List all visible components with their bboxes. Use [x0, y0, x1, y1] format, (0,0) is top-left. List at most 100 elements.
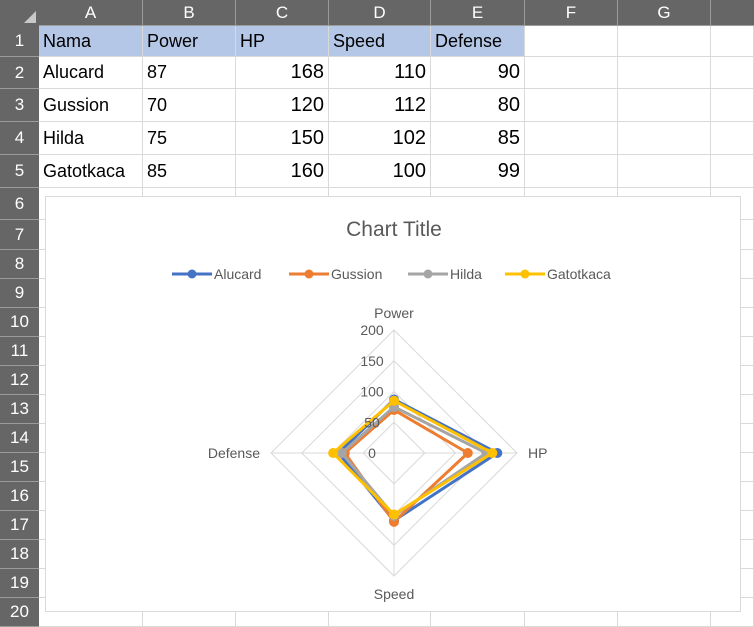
- cell-f1[interactable]: [525, 26, 618, 57]
- cell-d3[interactable]: 112: [329, 89, 431, 122]
- row-header-17[interactable]: 17: [0, 511, 39, 540]
- cell-a1[interactable]: Nama: [39, 26, 143, 57]
- legend-label-gatotkaca[interactable]: Gatotkaca: [547, 266, 611, 282]
- cell-e4[interactable]: 85: [431, 122, 525, 155]
- column-header-a[interactable]: A: [39, 0, 143, 26]
- cell-b1[interactable]: Power: [143, 26, 236, 57]
- column-header-h[interactable]: [711, 0, 754, 26]
- column-header-c[interactable]: C: [236, 0, 329, 26]
- column-header-b[interactable]: B: [143, 0, 236, 26]
- legend-marker-alucard: [187, 269, 197, 279]
- axis-tick-label: 200: [360, 322, 384, 338]
- cell-h2[interactable]: [711, 57, 754, 89]
- axis-tick-label: 100: [360, 384, 384, 400]
- category-label-hp: HP: [528, 445, 547, 461]
- select-all-corner[interactable]: [0, 0, 40, 27]
- row-header-2[interactable]: 2: [0, 57, 39, 89]
- row-header-11[interactable]: 11: [0, 337, 39, 366]
- cell-g3[interactable]: [618, 89, 711, 122]
- row-header-5[interactable]: 5: [0, 155, 39, 188]
- row-header-6[interactable]: 6: [0, 188, 39, 220]
- column-header-g[interactable]: G: [618, 0, 711, 26]
- cell-h5[interactable]: [711, 155, 754, 188]
- row-header-8[interactable]: 8: [0, 250, 39, 279]
- data-point-gatotkaca-defense[interactable]: [328, 448, 339, 458]
- radar-chart[interactable]: Chart Title Alucard Gussion Hilda Gatotkaca…: [45, 196, 741, 612]
- cell-e1[interactable]: Defense: [431, 26, 525, 57]
- legend-label-alucard[interactable]: Alucard: [214, 266, 261, 282]
- row-header-3[interactable]: 3: [0, 89, 39, 122]
- cell-g5[interactable]: [618, 155, 711, 188]
- category-label-power: Power: [374, 305, 414, 321]
- row-header-20[interactable]: 20: [0, 598, 39, 627]
- chart-legend: Alucard Gussion Hilda Gatotkaca: [172, 266, 611, 282]
- cell-c4[interactable]: 150: [236, 122, 329, 155]
- legend-marker-gussion: [304, 269, 314, 279]
- row-header-13[interactable]: 13: [0, 395, 39, 424]
- axis-tick-label: 150: [360, 353, 384, 369]
- chart-title: Chart Title: [346, 218, 442, 241]
- cell-f2[interactable]: [525, 57, 618, 89]
- legend-marker-hilda: [423, 269, 433, 279]
- data-point-gussion-hp[interactable]: [462, 448, 473, 458]
- radar-series: [328, 394, 503, 527]
- cell-f4[interactable]: [525, 122, 618, 155]
- row-header-18[interactable]: 18: [0, 540, 39, 569]
- cell-b5[interactable]: 85: [143, 155, 236, 188]
- cell-h4[interactable]: [711, 122, 754, 155]
- cell-c5[interactable]: 160: [236, 155, 329, 188]
- category-label-defense: Defense: [208, 445, 260, 461]
- cell-a4[interactable]: Hilda: [39, 122, 143, 155]
- row-header-15[interactable]: 15: [0, 453, 39, 482]
- cell-g2[interactable]: [618, 57, 711, 89]
- row-header-14[interactable]: 14: [0, 424, 39, 453]
- cell-b4[interactable]: 75: [143, 122, 236, 155]
- row-header-9[interactable]: 9: [0, 279, 39, 308]
- radar-chart-svg: Chart Title Alucard Gussion Hilda Gatotkaca…: [172, 218, 611, 602]
- legend-label-gussion[interactable]: Gussion: [331, 266, 382, 282]
- axis-tick-label: 50: [364, 414, 380, 430]
- row-header-7[interactable]: 7: [0, 220, 39, 250]
- cell-a5[interactable]: Gatotkaca: [39, 155, 143, 188]
- row-header-1[interactable]: 1: [0, 26, 39, 57]
- cell-d4[interactable]: 102: [329, 122, 431, 155]
- cell-g4[interactable]: [618, 122, 711, 155]
- cell-e3[interactable]: 80: [431, 89, 525, 122]
- data-point-gatotkaca-hp[interactable]: [487, 448, 498, 458]
- column-header-d[interactable]: D: [329, 0, 431, 26]
- cell-f3[interactable]: [525, 89, 618, 122]
- row-header-19[interactable]: 19: [0, 569, 39, 598]
- cell-a2[interactable]: Alucard: [39, 57, 143, 89]
- row-header-12[interactable]: 12: [0, 366, 39, 395]
- row-header-16[interactable]: 16: [0, 482, 39, 511]
- row-header-4[interactable]: 4: [0, 122, 39, 155]
- cell-d2[interactable]: 110: [329, 57, 431, 89]
- column-header-e[interactable]: E: [431, 0, 525, 26]
- cell-a3[interactable]: Gussion: [39, 89, 143, 122]
- row-header-10[interactable]: 10: [0, 308, 39, 337]
- cell-d1[interactable]: Speed: [329, 26, 431, 57]
- axis-tick-label: 0: [368, 445, 376, 461]
- cell-d5[interactable]: 100: [329, 155, 431, 188]
- cell-g1[interactable]: [618, 26, 711, 57]
- legend-label-hilda[interactable]: Hilda: [450, 266, 482, 282]
- cell-e5[interactable]: 99: [431, 155, 525, 188]
- radar-grid: [270, 329, 518, 577]
- cell-f5[interactable]: [525, 155, 618, 188]
- cell-e2[interactable]: 90: [431, 57, 525, 89]
- data-point-gatotkaca-speed[interactable]: [389, 509, 399, 520]
- data-point-gatotkaca-power[interactable]: [389, 395, 399, 406]
- column-header-f[interactable]: F: [525, 0, 618, 26]
- cell-h3[interactable]: [711, 89, 754, 122]
- legend-marker-gatotkaca: [520, 269, 530, 279]
- cell-b2[interactable]: 87: [143, 57, 236, 89]
- cell-h1[interactable]: [711, 26, 754, 57]
- cell-c1[interactable]: HP: [236, 26, 329, 57]
- cell-b3[interactable]: 70: [143, 89, 236, 122]
- select-all-icon: [24, 11, 36, 23]
- category-label-speed: Speed: [374, 586, 414, 602]
- cell-c3[interactable]: 120: [236, 89, 329, 122]
- cell-c2[interactable]: 168: [236, 57, 329, 89]
